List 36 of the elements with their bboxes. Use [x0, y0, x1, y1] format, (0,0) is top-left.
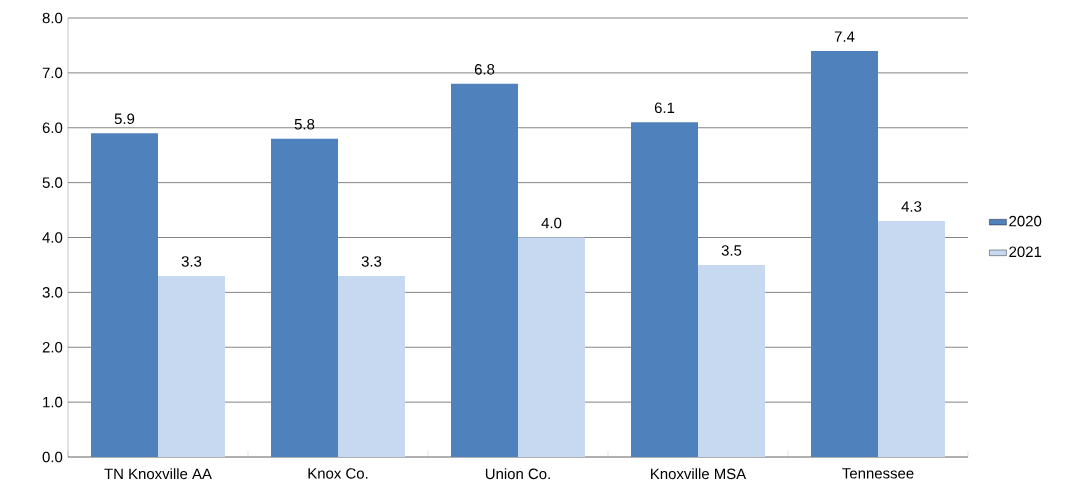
x-tick-label: Knoxville MSA [651, 468, 747, 480]
data-label: 7.4 [834, 31, 855, 42]
y-tick-label: 4.0 [42, 232, 63, 243]
x-tick-label: Union Co. [485, 468, 550, 480]
y-tick-label: 6.0 [42, 122, 63, 134]
bar [271, 138, 338, 457]
x-tick-label: Knox Co. [308, 468, 368, 479]
data-label: 5.8 [294, 118, 315, 130]
data-label: 4.0 [541, 217, 562, 229]
bar [811, 50, 879, 457]
y-tick-label: 5.0 [42, 177, 63, 188]
y-tick-label: 8.0 [42, 12, 63, 24]
bar [451, 83, 518, 457]
x-tick-label: Tennessee [842, 468, 914, 479]
y-tick-label: 0.0 [42, 451, 63, 463]
bar [518, 237, 586, 457]
y-tick-label: 2.0 [42, 341, 63, 353]
y-tick-label: 3.0 [42, 287, 63, 298]
bar [698, 264, 766, 457]
data-label: 6.8 [474, 64, 495, 75]
data-label: 4.3 [901, 201, 922, 212]
bar [878, 221, 946, 457]
legend-label: 2021 [1009, 246, 1042, 258]
data-label: 3.5 [721, 245, 742, 256]
data-label: 5.9 [114, 113, 135, 125]
bar [158, 275, 225, 457]
x-tick-label: TN Knoxville AA [104, 468, 212, 480]
y-tick-label: 1.0 [43, 396, 63, 408]
data-label: 3.3 [181, 256, 202, 267]
data-label: 3.3 [361, 256, 382, 267]
bar [631, 122, 699, 457]
data-label: 6.1 [654, 102, 675, 114]
legend-label: 2020 [1009, 215, 1042, 227]
bar [338, 275, 405, 457]
bar [91, 133, 158, 457]
y-tick-label: 7.0 [42, 67, 63, 79]
